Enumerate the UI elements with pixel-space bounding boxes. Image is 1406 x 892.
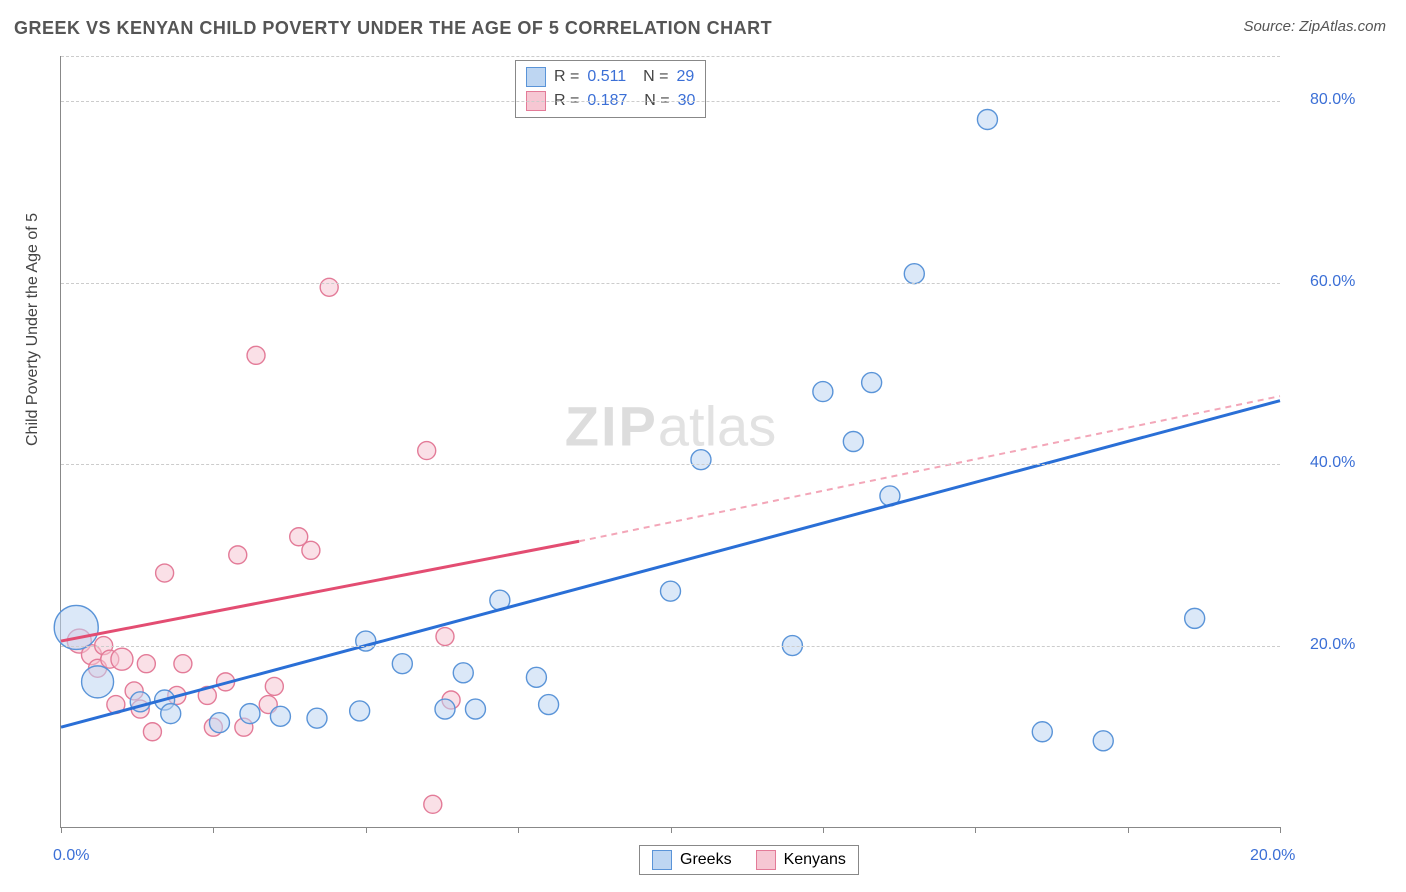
greeks-point [904,264,924,284]
kenyans-point [424,795,442,813]
greeks-point [661,581,681,601]
kenyans-point [265,677,283,695]
kenyans-point [174,655,192,673]
x-tick [975,827,976,833]
greeks-point [691,450,711,470]
kenyans-point [320,278,338,296]
n-value-greeks: 29 [676,68,694,86]
legend-item-greeks: Greeks [652,850,732,870]
swatch-greeks [652,850,672,870]
legend-label-kenyans: Kenyans [784,851,846,869]
y-tick-label: 40.0% [1310,454,1355,472]
correlation-row-greeks: R = 0.511 N = 29 [526,65,695,89]
greeks-point [209,713,229,733]
kenyans-point [302,541,320,559]
x-tick [1280,827,1281,833]
kenyans-point [436,628,454,646]
source-attribution: Source: ZipAtlas.com [1243,18,1386,35]
kenyans-point [137,655,155,673]
gridline [61,101,1280,102]
swatch-greeks [526,67,546,87]
kenyans-point [229,546,247,564]
n-label: N = [634,68,668,86]
x-tick [823,827,824,833]
r-label: R = [554,68,579,86]
r-value-greeks: 0.511 [587,68,626,86]
x-tick [518,827,519,833]
chart-container: GREEK VS KENYAN CHILD POVERTY UNDER THE … [0,0,1406,892]
y-tick-label: 60.0% [1310,273,1355,291]
gridline [61,464,1280,465]
kenyans-point [143,723,161,741]
legend-item-kenyans: Kenyans [756,850,846,870]
kenyans-point [247,346,265,364]
greeks-point [54,605,98,649]
greeks-point [240,704,260,724]
gridline [61,646,1280,647]
greeks-point [539,695,559,715]
greeks-point [843,432,863,452]
greeks-point [270,706,290,726]
greeks-point [435,699,455,719]
x-tick [1128,827,1129,833]
greeks-point [82,666,114,698]
greeks-point [465,699,485,719]
greeks-point [526,667,546,687]
greeks-point [862,373,882,393]
x-tick [61,827,62,833]
y-axis-label: Child Poverty Under the Age of 5 [24,213,42,446]
x-tick [671,827,672,833]
greeks-point [1032,722,1052,742]
greeks-point [813,382,833,402]
greeks-point [1185,608,1205,628]
correlation-legend: R = 0.511 N = 29 R = 0.187 N = 30 [515,60,706,118]
x-tick [213,827,214,833]
legend-label-greeks: Greeks [680,851,732,869]
greeks-point [453,663,473,683]
plot-area: ZIPatlas R = 0.511 N = 29 R = 0.187 N = … [60,56,1280,828]
x-tick-label: 0.0% [53,847,89,865]
chart-title: GREEK VS KENYAN CHILD POVERTY UNDER THE … [14,18,772,39]
trendline-kenyans-extrapolated [579,396,1280,541]
y-tick-label: 80.0% [1310,91,1355,109]
x-tick [366,827,367,833]
kenyans-point [111,648,133,670]
greeks-point [977,109,997,129]
x-tick-label: 20.0% [1250,847,1295,865]
scatter-svg [61,56,1280,827]
kenyans-point [156,564,174,582]
greeks-point [161,704,181,724]
series-legend: Greeks Kenyans [639,845,859,875]
trendline-greeks [61,401,1280,728]
kenyans-point [418,442,436,460]
greeks-point [350,701,370,721]
y-tick-label: 20.0% [1310,636,1355,654]
greeks-point [1093,731,1113,751]
greeks-point [392,654,412,674]
swatch-kenyans [756,850,776,870]
gridline [61,283,1280,284]
gridline [61,56,1280,57]
greeks-point [307,708,327,728]
